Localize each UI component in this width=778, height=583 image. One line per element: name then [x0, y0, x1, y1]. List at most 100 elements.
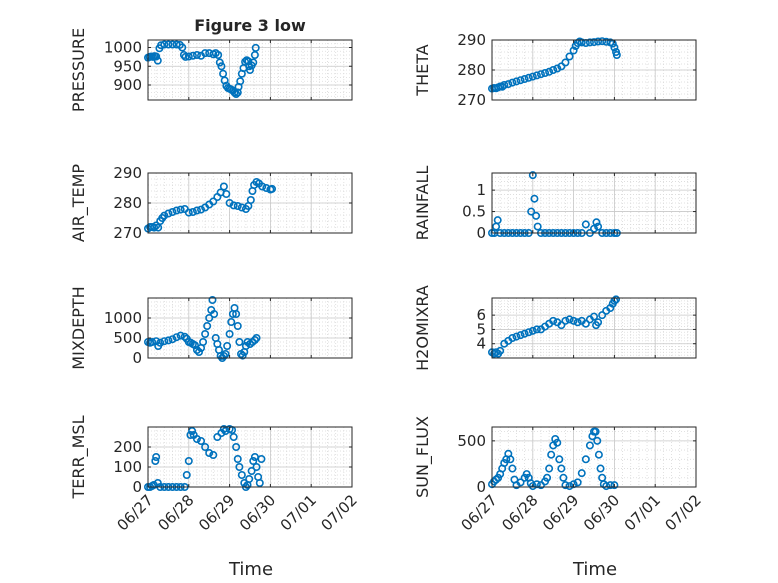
axes-box: [491, 297, 697, 359]
data-point: [156, 338, 165, 347]
data-point: [569, 316, 578, 325]
data-point: [547, 450, 556, 459]
data-point: [581, 319, 590, 328]
data-point: [223, 341, 232, 350]
data-point: [246, 66, 255, 75]
data-point: [201, 49, 210, 58]
data-point: [612, 50, 621, 59]
data-point: [520, 75, 529, 84]
data-point: [585, 441, 594, 450]
y-axis-label: SUN_FLUX: [413, 416, 433, 498]
data-point: [217, 62, 226, 71]
data-point: [589, 312, 598, 321]
data-point: [249, 58, 258, 67]
data-point: [492, 475, 501, 484]
data-point: [205, 313, 214, 322]
data-point: [225, 329, 234, 338]
data-point: [561, 481, 570, 490]
data-point: [532, 325, 541, 334]
data-point: [596, 464, 605, 473]
y-tick-label: 900: [113, 76, 142, 94]
data-point: [610, 43, 619, 52]
data-point: [555, 455, 564, 464]
data-point: [516, 478, 525, 487]
data-point: [559, 473, 568, 482]
subplot-5: 0 500 1000 MIXDEPTH: [69, 286, 353, 370]
data-point: [232, 309, 241, 318]
data-point: [528, 326, 537, 335]
data-point: [545, 464, 554, 473]
data-series: [487, 37, 621, 93]
y-tick-label: 1000: [104, 39, 142, 57]
data-point: [268, 184, 277, 193]
data-series: [144, 178, 277, 233]
data-point: [557, 464, 566, 473]
y-tick-label: 270: [457, 91, 486, 109]
data-point: [188, 426, 197, 435]
data-point: [589, 38, 598, 47]
data-point: [221, 349, 230, 358]
data-point: [500, 81, 509, 90]
data-point: [164, 336, 173, 345]
data-point: [236, 77, 245, 86]
data-point: [157, 41, 166, 50]
data-point: [593, 436, 602, 445]
tick-marks: [491, 39, 697, 101]
x-tick-label: 07/02: [318, 491, 361, 534]
data-point: [176, 205, 185, 214]
y-tick-label: 280: [457, 61, 486, 79]
data-point: [249, 456, 258, 465]
data-point: [172, 333, 181, 342]
data-point: [557, 321, 566, 330]
y-axis-label: THETA: [413, 44, 432, 96]
data-point: [594, 450, 603, 459]
data-point: [184, 52, 193, 61]
data-point: [233, 454, 242, 463]
data-point: [160, 337, 169, 346]
x-tick-label: 06/27: [114, 491, 157, 534]
x-tick-label: 06/30: [236, 491, 279, 534]
plot-area: [148, 298, 352, 358]
subplot-8: 0 500 SUN_FLUX 06/2706/2806/2906/3007/0107/…: [413, 416, 705, 534]
data-point: [533, 222, 542, 231]
data-point: [591, 427, 600, 436]
data-point: [152, 52, 161, 61]
data-point: [532, 211, 541, 220]
y-tick-label: 500: [457, 432, 486, 450]
data-point: [205, 448, 214, 457]
data-point: [606, 481, 615, 490]
y-tick-label: 0: [476, 224, 486, 242]
x-axis-label-right: Time: [572, 559, 617, 580]
data-point: [594, 318, 603, 327]
data-point: [168, 40, 177, 49]
data-point: [493, 216, 502, 225]
data-point: [164, 209, 173, 218]
data-point: [178, 43, 187, 52]
data-point: [235, 337, 244, 346]
data-point: [245, 474, 254, 483]
y-tick-label: 290: [113, 164, 142, 182]
data-point: [215, 58, 224, 67]
data-point: [255, 478, 264, 487]
data-point: [592, 218, 601, 227]
subplot-2: 270 280 290 THETA: [413, 31, 697, 109]
data-point: [241, 57, 250, 66]
data-point: [532, 71, 541, 80]
data-point: [598, 37, 607, 46]
tick-marks: [147, 40, 353, 100]
x-tick-label: 06/30: [580, 491, 623, 534]
data-point: [209, 450, 218, 459]
data-point: [233, 202, 242, 211]
data-point: [192, 50, 201, 59]
figure-title: Figure 3 low: [194, 16, 306, 35]
data-point: [541, 69, 550, 78]
y-tick-label: 0: [476, 478, 486, 496]
data-point: [181, 52, 190, 61]
data-point: [610, 481, 619, 490]
axes-box: [491, 426, 697, 488]
x-axis-label-left: Time: [228, 559, 273, 580]
data-series: [487, 427, 619, 491]
